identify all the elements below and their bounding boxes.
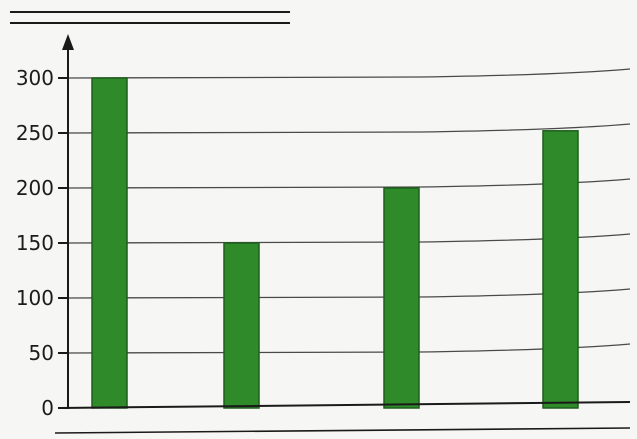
y-axis-arrow [62,34,74,50]
bars [91,77,579,409]
y-tick-label-200: 200 [16,176,54,200]
bar-3 [383,187,420,409]
gridline-150 [67,233,631,244]
bar-1 [91,77,128,409]
gridline-250 [67,123,631,134]
bar-4 [542,130,579,409]
y-tick-label-0: 0 [41,396,54,420]
gridline-300 [67,68,631,79]
y-tick-label-300: 300 [16,66,54,90]
x-axis [59,401,631,409]
y-tick-label-100: 100 [16,286,54,310]
y-axis-ticks: 0 50 100 150 200 250 300 [16,66,68,420]
gridlines [67,68,631,354]
y-tick-label-150: 150 [16,231,54,255]
gridline-100 [67,288,631,299]
y-tick-label-50: 50 [29,341,54,365]
bottom-rule [54,427,631,434]
gridline-200 [67,178,631,189]
bar-2 [223,242,260,409]
gridline-50 [67,343,631,354]
y-tick-label-250: 250 [16,121,54,145]
